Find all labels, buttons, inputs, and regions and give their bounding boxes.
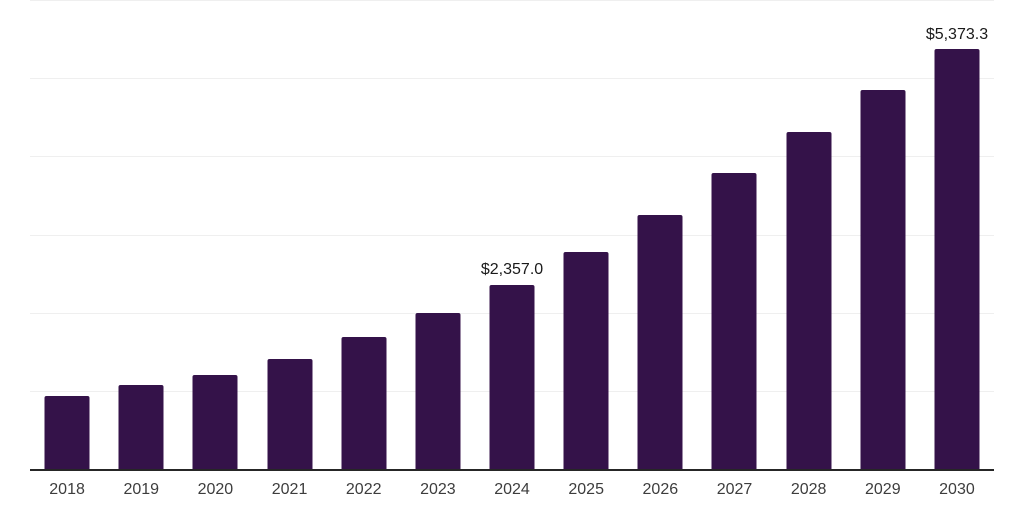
bar-band <box>178 0 252 469</box>
x-tick-label-2020: 2020 <box>197 481 234 498</box>
bar-2024 <box>489 284 535 469</box>
bar-value-label: $2,357.0 <box>480 261 544 279</box>
bar-band <box>104 0 178 469</box>
bar-2029 <box>860 89 906 469</box>
bar-band: $5,373.3 <box>920 0 994 469</box>
bar-band <box>772 0 846 469</box>
bar-2028 <box>786 131 832 469</box>
bar-2030 <box>934 49 980 469</box>
x-tick-label-2027: 2027 <box>716 481 753 498</box>
gridline <box>30 78 994 80</box>
bar-2027 <box>711 172 757 469</box>
bar-2021 <box>267 359 313 469</box>
plot-area: $2,357.0 $5,373.3 <box>30 0 994 471</box>
x-tick-label-2024: 2024 <box>494 481 530 498</box>
gridline <box>30 156 994 158</box>
bar-band <box>252 0 326 469</box>
bar-band <box>327 0 401 469</box>
gridline <box>30 0 994 1</box>
bar-2019 <box>118 385 164 469</box>
bar-2022 <box>341 336 387 469</box>
bar-value-label: $5,373.3 <box>925 25 989 43</box>
bar-band <box>30 0 104 469</box>
x-tick-label-2028: 2028 <box>790 481 827 498</box>
x-tick-label-2022: 2022 <box>345 481 382 498</box>
bar-band <box>401 0 475 469</box>
x-axis-labels: 2018 2019 2020 2021 2022 2023 2024 2025 2026 2027… <box>30 481 994 499</box>
x-tick-label-2029: 2029 <box>865 481 901 498</box>
bar-band <box>623 0 697 469</box>
x-tick-label-2030: 2030 <box>939 481 975 498</box>
bar-2023 <box>415 313 461 469</box>
x-tick-label-2023: 2023 <box>420 481 456 498</box>
bar-2026 <box>637 214 683 469</box>
bar-2020 <box>192 375 238 469</box>
x-tick-label-2021: 2021 <box>271 481 308 498</box>
bar-band: $2,357.0 <box>475 0 549 469</box>
x-tick-label-2026: 2026 <box>642 481 679 498</box>
x-tick-label-2019: 2019 <box>123 481 160 498</box>
bar-2025 <box>563 252 609 469</box>
bar-2018 <box>44 396 90 469</box>
bar-band <box>697 0 771 469</box>
bar-band <box>549 0 623 469</box>
x-tick-label-2025: 2025 <box>568 481 604 498</box>
gridline <box>30 234 994 236</box>
bars-row: $2,357.0 $5,373.3 <box>30 0 994 469</box>
bar-band <box>846 0 920 469</box>
x-tick-label-2018: 2018 <box>49 481 85 498</box>
